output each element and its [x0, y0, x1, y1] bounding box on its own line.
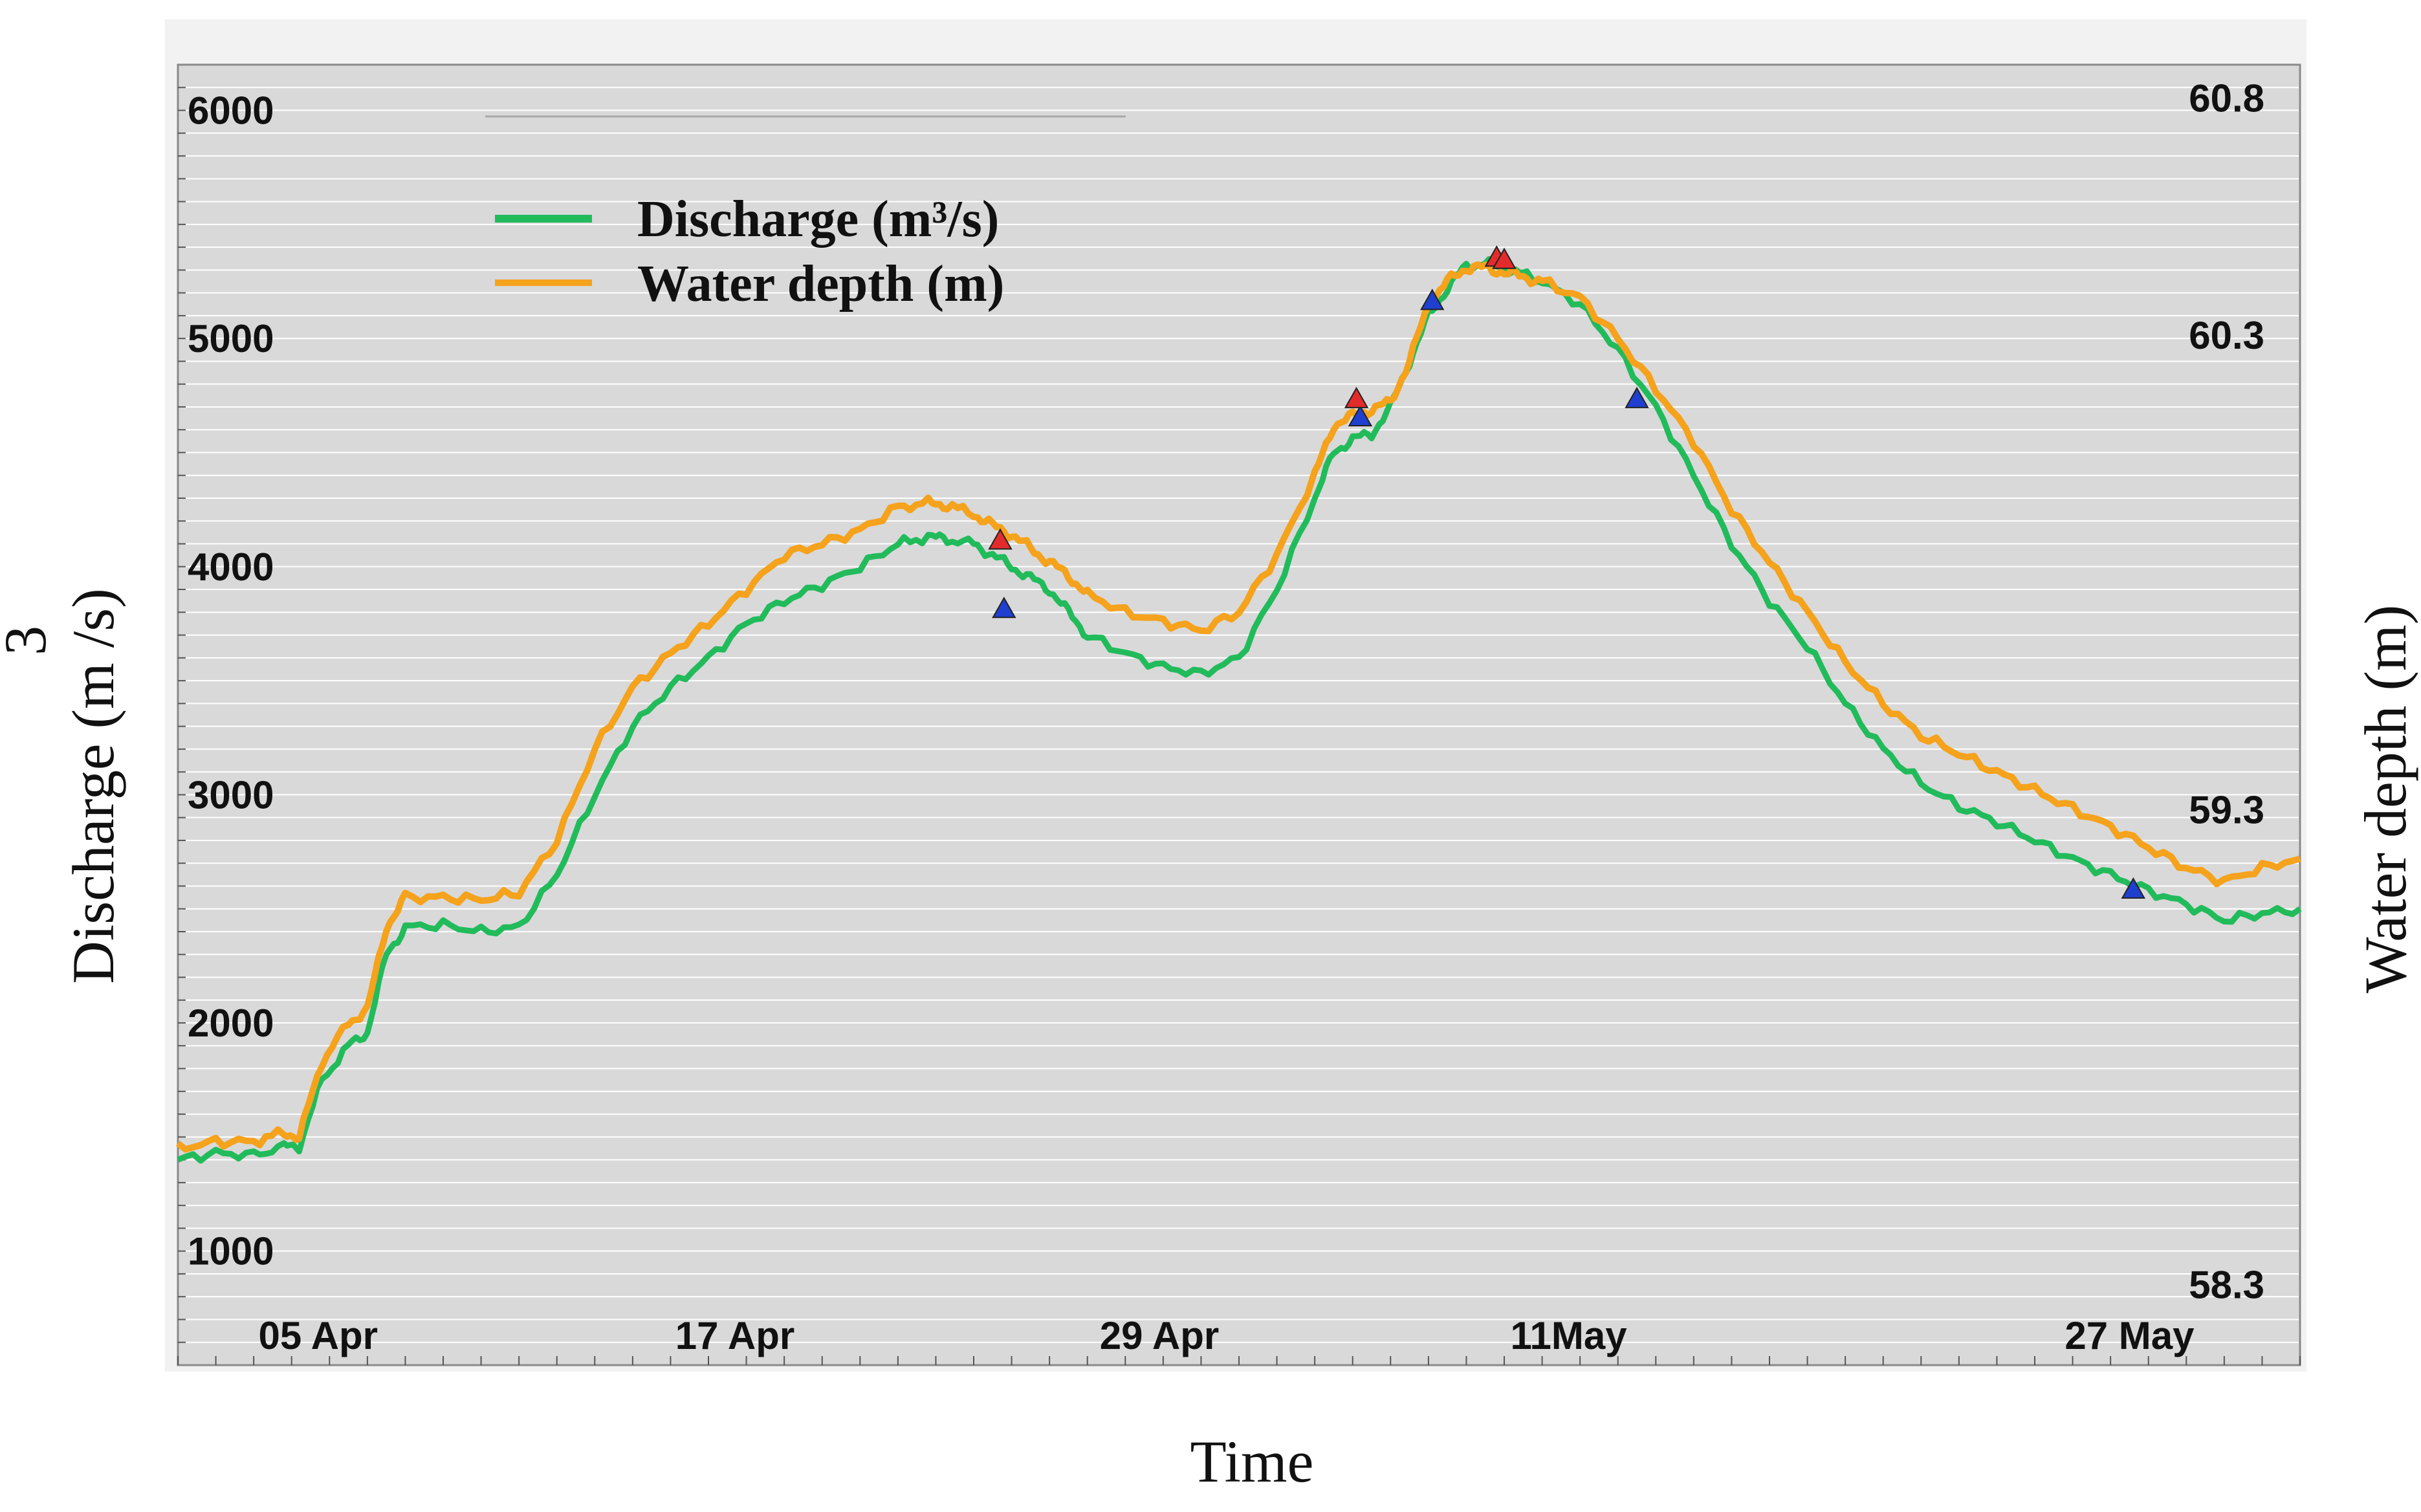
x-axis-title: Time [1190, 1429, 1314, 1495]
blue-triangle-marker [1348, 405, 1373, 427]
left-tick-label: 2000 [188, 1002, 274, 1045]
right-tick-label: 60.8 [2189, 76, 2264, 120]
left-axis-superscript-text: 3 [0, 626, 58, 655]
x-axis-ticks: 05 Apr 17 Apr 29 Apr 11May 27 May [177, 87, 2301, 1365]
water-depth-series-line [175, 261, 2301, 1153]
series-layer [175, 256, 2302, 1164]
marker-layer [988, 245, 2146, 899]
left-tick-label: 6000 [188, 89, 274, 133]
right-tick-label: 59.3 [2189, 789, 2264, 832]
legend: Discharge (m³/s) Water depth (m) [495, 191, 1004, 312]
red-triangle-marker [988, 528, 1013, 550]
left-tick-label: 4000 [188, 545, 274, 589]
blue-triangle-marker [992, 597, 1016, 619]
legend-label-water-depth: Water depth (m) [637, 256, 1004, 312]
right-axis-title: Water depth (m) [2352, 605, 2418, 994]
left-tick-label: 1000 [188, 1230, 274, 1273]
legend-label-discharge: Discharge (m³/s) [637, 191, 999, 248]
blue-triangle-marker [2121, 877, 2146, 899]
x-tick-label: 11May [1510, 1314, 1627, 1357]
left-axis-title: Discharge (m /s) [60, 588, 126, 983]
x-tick-label: 05 Apr [258, 1314, 378, 1357]
blue-triangle-marker [1625, 386, 1649, 408]
left-tick-label: 3000 [188, 773, 274, 816]
right-tick-label: 60.3 [2189, 314, 2264, 357]
left-axis-title-superscript: 3 [0, 626, 58, 655]
x-tick-label: 17 Apr [675, 1314, 795, 1357]
blue-triangle-marker [1419, 289, 1445, 311]
left-axis-title-text: Discharge (m /s) [60, 588, 126, 983]
red-triangle-marker [1492, 247, 1517, 269]
plot-area [177, 63, 2301, 1366]
red-triangle-marker [1344, 386, 1369, 408]
left-tick-label: 5000 [188, 317, 274, 360]
x-tick-label: 29 Apr [1100, 1314, 1220, 1357]
left-axis-ticks: 1000 2000 3000 4000 5000 6000 [188, 89, 274, 1273]
right-axis-title-text: Water depth (m) [2352, 605, 2418, 994]
discharge-series-line [177, 256, 2302, 1164]
gridlines [179, 87, 2299, 1343]
x-tick-label: 27 May [2065, 1314, 2195, 1357]
right-axis-ticks: 58.3 59.3 60.3 60.8 [2189, 76, 2264, 1306]
right-tick-label: 58.3 [2189, 1263, 2264, 1306]
